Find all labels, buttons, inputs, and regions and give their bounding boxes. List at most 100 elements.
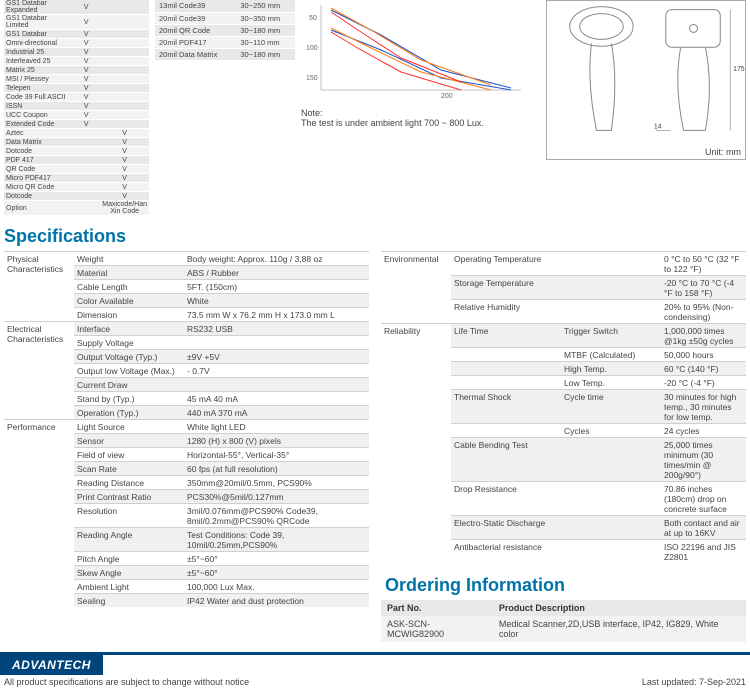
sym-col2 — [100, 66, 149, 75]
sym-name: Micro QR Code — [4, 183, 72, 192]
spec-subkey: High Temp. — [561, 362, 661, 376]
spec-value: 70.86 inches (180cm) drop on concrete su… — [661, 482, 746, 516]
decode-type: 20mil Code39 — [155, 12, 236, 24]
spec-subkey: MTBF (Calculated) — [561, 348, 661, 362]
sym-col1 — [72, 174, 100, 183]
sym-name: MSI / Plessey — [4, 75, 72, 84]
symbologies-table: GS1 Databar ExpandedVGS1 Databar Limited… — [4, 0, 149, 218]
spec-subkey — [561, 438, 661, 482]
svg-text:175: 175 — [733, 66, 745, 73]
spec-value: White — [184, 294, 369, 308]
spec-value: - 0.7V — [184, 364, 369, 378]
spec-key: Resolution — [74, 504, 184, 528]
spec-value: 20% to 95% (Non-condensing) — [661, 300, 746, 324]
spec-value: 73.5 mm W x 76.2 mm H x 173.0 mm L — [184, 308, 369, 322]
spec-subkey — [561, 300, 661, 324]
brand-logo: ADVANTECH — [0, 655, 103, 675]
sym-col1: V — [72, 30, 100, 39]
sym-col2 — [100, 0, 149, 15]
sym-name: GS1 Databar — [4, 30, 72, 39]
spec-key: Output Voltage (Typ.) — [74, 350, 184, 364]
spec-key: Skew Angle — [74, 566, 184, 580]
ordering-heading: Ordering Information — [385, 575, 742, 596]
sym-col1: V — [72, 93, 100, 102]
sym-footer — [4, 216, 149, 218]
sym-name: ISSN — [4, 102, 72, 111]
spec-subkey: Trigger Switch — [561, 324, 661, 348]
spec-subkey — [561, 482, 661, 516]
spec-key — [451, 424, 561, 438]
sym-name: UCC Coupon — [4, 111, 72, 120]
spec-key: Sealing — [74, 594, 184, 608]
spec-value: ISO 22196 and JIS Z2801 — [661, 540, 746, 564]
decode-type: 20mil PDF417 — [155, 36, 236, 48]
spec-category: Reliability — [381, 324, 451, 564]
spec-key: Operating Temperature — [451, 252, 561, 276]
spec-subkey: Cycle time — [561, 390, 661, 424]
spec-value: 350mm@20mil/0.5mm, PCS90% — [184, 476, 369, 490]
ordering-table: Part No.Product DescriptionASK-SCN-MCWIG… — [381, 600, 746, 642]
sym-col2 — [100, 111, 149, 120]
spec-key: Scan Rate — [74, 462, 184, 476]
sym-col1: V — [72, 39, 100, 48]
spec-key: Ambient Light — [74, 580, 184, 594]
sym-col1 — [72, 147, 100, 156]
sym-col1: V — [72, 111, 100, 120]
sym-col2: V — [100, 183, 149, 192]
svg-text:50: 50 — [309, 15, 317, 22]
sym-name: Dotcode — [4, 147, 72, 156]
spec-value: Body weight: Approx. 110g / 3,88 oz — [184, 252, 369, 266]
spec-key: Life Time — [451, 324, 561, 348]
decode-range-table: 13mil Code3930~250 mm20mil Code3930~350 … — [155, 0, 295, 218]
spec-value: ±5°~60° — [184, 566, 369, 580]
spec-subkey — [561, 252, 661, 276]
sym-col2 — [100, 57, 149, 66]
decode-range: 30~250 mm — [236, 0, 295, 12]
footer-date: Last updated: 7-Sep-2021 — [642, 677, 746, 687]
sym-col2: Maxicode/Han Xin Code — [100, 201, 149, 216]
spec-key: Output low Voltage (Max.) — [74, 364, 184, 378]
spec-value: 100,000 Lux Max. — [184, 580, 369, 594]
sym-name: Dotcode — [4, 192, 72, 201]
spec-value: 50,000 hours — [661, 348, 746, 362]
sym-name: Omni-directional — [4, 39, 72, 48]
sym-col2: V — [100, 165, 149, 174]
sym-col2: V — [100, 147, 149, 156]
ordering-cell: Medical Scanner,2D,USB interface, IP42, … — [493, 616, 746, 642]
spec-key: Material — [74, 266, 184, 280]
sym-col1 — [72, 156, 100, 165]
sym-col2 — [100, 120, 149, 129]
reading-chart: 50 100 150 200 Note: The test is under a… — [301, 0, 540, 160]
ordering-header: Product Description — [493, 600, 746, 616]
spec-key: Supply Voltage — [74, 336, 184, 350]
svg-text:200: 200 — [441, 93, 453, 100]
sym-col1 — [72, 192, 100, 201]
spec-category: Electrical Characteristics — [4, 322, 74, 420]
top-section: GS1 Databar ExpandedVGS1 Databar Limited… — [0, 0, 750, 218]
sym-name: Aztec — [4, 129, 72, 138]
spec-key: Relative Humidity — [451, 300, 561, 324]
spec-value: 30 minutes for high temp., 30 minutes fo… — [661, 390, 746, 424]
decode-type: 20mil Data Matrix — [155, 48, 236, 60]
ordering-header: Part No. — [381, 600, 493, 616]
spec-category: Physical Characteristics — [4, 252, 74, 322]
sym-col2 — [100, 93, 149, 102]
spec-key: Operation (Typ.) — [74, 406, 184, 420]
spec-subkey: Low Temp. — [561, 376, 661, 390]
sym-col1 — [72, 165, 100, 174]
spec-value: -20 °C to 70 °C (-4 °F to 158 °F) — [661, 276, 746, 300]
sym-name: Interleaved 25 — [4, 57, 72, 66]
sym-col1: V — [72, 48, 100, 57]
spec-value: 440 mA 370 mA — [184, 406, 369, 420]
spec-subkey — [561, 516, 661, 540]
decode-range: 30~350 mm — [236, 12, 295, 24]
spec-value: 1,000,000 times @1kg ±50g cycles — [661, 324, 746, 348]
sym-name: GS1 Databar Expanded — [4, 0, 72, 15]
svg-text:14: 14 — [654, 123, 662, 130]
sym-name: Matrix 25 — [4, 66, 72, 75]
unit-label: Unit: mm — [705, 147, 741, 157]
spec-key — [451, 348, 561, 362]
spec-key: Storage Temperature — [451, 276, 561, 300]
decode-range: 30~110 mm — [236, 36, 295, 48]
sym-col2: V — [100, 138, 149, 147]
